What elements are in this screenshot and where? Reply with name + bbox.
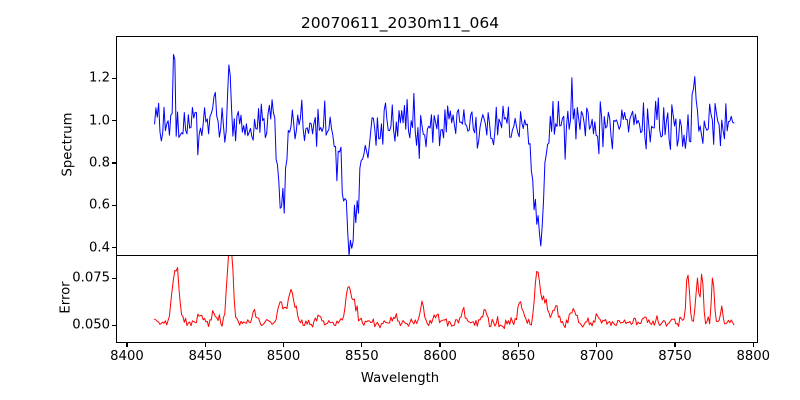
xtick-label: 8600 [423,349,457,364]
ytick-mark-error [112,277,116,280]
page-title: 20070611_2030m11_064 [300,14,500,32]
y-axis-label-error: Error [58,281,74,314]
xtick-mark [126,343,128,347]
xtick-mark [596,343,598,347]
x-axis-label: Wavelength [360,371,440,386]
ytick-mark-spectrum [112,119,116,122]
xtick-label: 8700 [579,349,614,364]
xtick-mark [204,343,206,347]
error-plot-area [116,255,758,343]
xtick-mark [439,343,441,347]
ytick-label-spectrum: 0.4 [89,240,110,256]
xtick-mark [282,343,285,347]
ytick-mark-spectrum [112,162,116,164]
spectrum-line-series [154,54,735,256]
xtick-label: 8500 [266,349,301,364]
xtick-mark [674,343,676,347]
xtick-label: 8750 [658,349,692,364]
ytick-label-spectrum: 0.8 [89,155,110,171]
xtick-mark [752,343,754,347]
ytick-label-error: 0.075 [72,270,110,286]
xtick-label: 8550 [345,349,379,364]
ytick-label-spectrum: 1.2 [89,70,110,86]
xtick-mark [361,343,363,347]
ytick-mark-spectrum [112,246,116,249]
spectrum-plot-area [116,36,758,256]
xtick-label: 8650 [501,349,536,364]
ytick-label-spectrum: 0.6 [89,197,110,213]
error-line-series [154,256,735,330]
xtick-label: 8400 [110,349,144,364]
ytick-mark-error [112,324,116,326]
ytick-label-spectrum: 1.0 [89,113,110,129]
ytick-mark-spectrum [112,204,116,206]
xtick-label: 8800 [736,349,771,364]
ytick-label-error: 0.050 [72,317,110,333]
xtick-mark [517,343,520,347]
ytick-mark-spectrum [112,77,116,79]
y-axis-label-spectrum: Spectrum [60,112,76,177]
xtick-label: 8450 [188,349,223,364]
